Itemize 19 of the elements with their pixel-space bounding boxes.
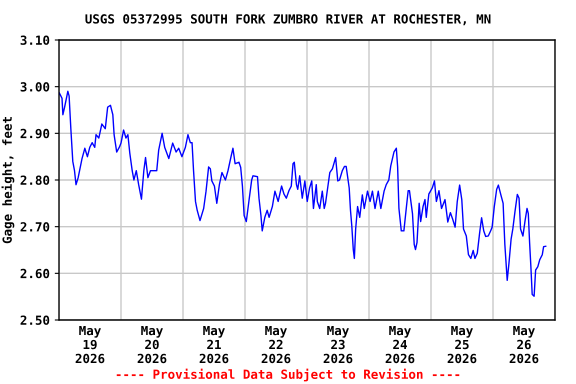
x-tick-label: May 25 2026 (448, 326, 476, 364)
y-tick-label: 2.60 (20, 268, 50, 278)
x-tick-label: May 20 2026 (138, 326, 166, 364)
y-tick-label: 3.00 (20, 82, 50, 92)
x-tick-label: May 26 2026 (510, 326, 538, 364)
x-tick-label: May 24 2026 (386, 326, 414, 364)
text: ---- Provisional Data Subject to Revision ---- (116, 368, 460, 382)
y-axis-title: Gage height, feet (2, 117, 14, 244)
line-series (59, 90, 546, 297)
y-tick-label: 2.80 (20, 175, 50, 185)
x-tick-label: May 22 2026 (262, 326, 290, 364)
x-tick-label: May 21 2026 (200, 326, 228, 364)
y-tick-label: 2.70 (20, 222, 50, 232)
x-tick-label: May 23 2026 (324, 326, 352, 364)
x-tick-label: May 19 2026 (76, 326, 104, 364)
chart-title: USGS 05372995 SOUTH FORK ZUMBRO RIVER AT ROCHESTER, MN (85, 14, 490, 26)
y-tick-label: 3.10 (20, 35, 50, 45)
y-tick-label: 2.50 (20, 315, 50, 325)
y-tick-label: 2.90 (20, 128, 50, 138)
